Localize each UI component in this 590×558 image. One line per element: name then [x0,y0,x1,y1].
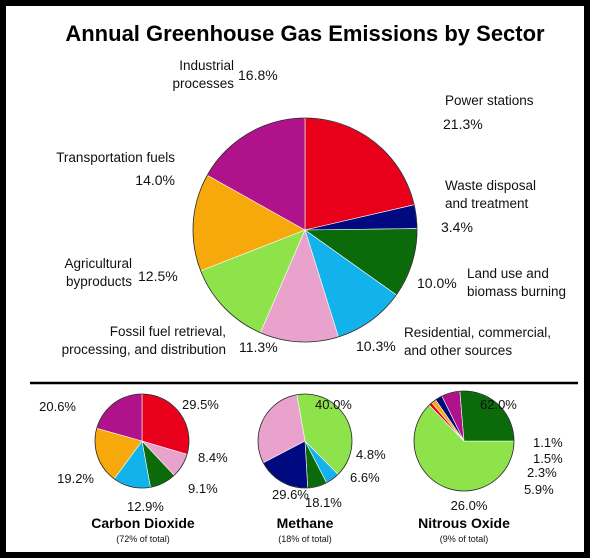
nitrous-oxide-pie-outline [413,390,515,492]
methane-pie-percent-0: 40.0% [315,397,352,412]
nitrous-oxide-pie-percent-2: 1.5% [533,451,563,466]
nitrous-oxide-pie-percent-5: 26.0% [451,498,488,513]
fossil-fuel-retrieval-processing-and-distribution-label: Fossil fuel retrieval, [110,324,226,339]
methane-pie-percent-4: 29.6% [272,487,309,502]
transportation-fuels-percent: 14.0% [135,172,175,188]
waste-disposal-and-treatment-label: Waste disposal [445,178,536,193]
residential-commercial-and-other-sources-percent: 10.3% [356,338,396,354]
land-use-and-biomass-burning-label: biomass burning [467,284,566,299]
residential-commercial-and-other-sources-label: and other sources [404,343,512,358]
main-pie-outline [192,117,418,343]
methane-pie-percent-3: 18.1% [305,495,342,510]
land-use-and-biomass-burning-percent: 10.0% [417,275,457,291]
industrial-processes-label: processes [172,76,234,91]
nitrous-oxide-pie-percent-4: 5.9% [524,482,554,497]
agricultural-byproducts-label: Agricultural [64,256,132,271]
fossil-fuel-retrieval-processing-and-distribution-label: processing, and distribution [62,342,226,357]
carbon-dioxide-pie-title: Carbon Dioxide [91,515,195,531]
fossil-fuel-retrieval-processing-and-distribution-percent: 11.3% [239,339,278,355]
nitrous-oxide-pie-percent-3: 2.3% [527,465,557,480]
transportation-fuels-label: Transportation fuels [56,150,175,165]
land-use-and-biomass-burning-label: Land use and [467,266,549,281]
power-stations-percent: 21.3% [443,116,483,132]
carbon-dioxide-pie-percent-0: 29.5% [182,397,219,412]
nitrous-oxide-pie-percent-1: 1.1% [533,435,563,450]
methane-pie-share-note: (18% of total) [278,534,332,544]
methane-pie-outline [257,393,353,489]
carbon-dioxide-pie-outline [94,393,190,489]
carbon-dioxide-pie-percent-2: 9.1% [188,481,218,496]
carbon-dioxide-pie-share-note: (72% of total) [116,534,170,544]
methane-pie-percent-1: 4.8% [356,447,386,462]
methane-pie-percent-2: 6.6% [350,470,380,485]
power-stations-label: Power stations [445,93,534,108]
waste-disposal-and-treatment-percent: 3.4% [441,219,473,235]
carbon-dioxide-pie-percent-1: 8.4% [198,450,228,465]
carbon-dioxide-pie-percent-4: 19.2% [57,471,94,486]
nitrous-oxide-pie-percent-0: 62.0% [480,397,517,412]
carbon-dioxide-pie-percent-3: 12.9% [127,499,164,514]
residential-commercial-and-other-sources-label: Residential, commercial, [404,325,551,340]
industrial-processes-percent: 16.8% [238,67,278,83]
agricultural-byproducts-percent: 12.5% [138,268,178,284]
carbon-dioxide-pie-percent-5: 20.6% [39,399,76,414]
agricultural-byproducts-label: byproducts [66,274,132,289]
waste-disposal-and-treatment-label: and treatment [445,196,529,211]
chart-title: Annual Greenhouse Gas Emissions by Secto… [65,21,545,46]
nitrous-oxide-pie-title: Nitrous Oxide [418,515,510,531]
methane-pie-title: Methane [277,515,334,531]
nitrous-oxide-pie-share-note: (9% of total) [440,534,489,544]
industrial-processes-label: Industrial [179,58,234,73]
